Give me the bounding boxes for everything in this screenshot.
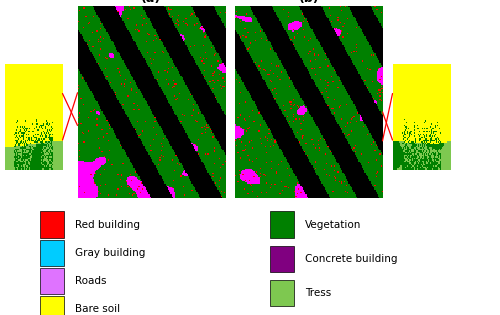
- Bar: [40, 240, 64, 266]
- Text: Roads: Roads: [75, 276, 106, 286]
- Text: Red building: Red building: [75, 220, 140, 230]
- Title: (a): (a): [141, 0, 162, 5]
- Bar: [270, 211, 294, 238]
- Bar: [40, 296, 64, 315]
- Bar: [270, 280, 294, 306]
- Text: Bare soil: Bare soil: [75, 305, 120, 314]
- Bar: [40, 211, 64, 238]
- Text: Concrete building: Concrete building: [305, 254, 398, 264]
- Bar: [40, 268, 64, 295]
- Bar: [270, 246, 294, 272]
- Text: Vegetation: Vegetation: [305, 220, 362, 230]
- Title: (b): (b): [298, 0, 319, 5]
- Text: Tress: Tress: [305, 288, 332, 298]
- Text: Gray building: Gray building: [75, 248, 146, 258]
